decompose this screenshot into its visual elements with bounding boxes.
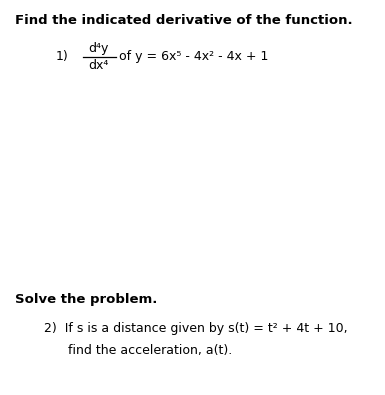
Text: dx⁴: dx⁴ [88, 60, 108, 72]
Text: 2)  If s is a distance given by s(t) = t² + 4t + 10,: 2) If s is a distance given by s(t) = t²… [44, 322, 348, 335]
Text: Solve the problem.: Solve the problem. [15, 293, 158, 306]
Text: d⁴y: d⁴y [88, 42, 108, 55]
Text: find the acceleration, a(t).: find the acceleration, a(t). [44, 344, 233, 357]
Text: of y = 6x⁵ - 4x² - 4x + 1: of y = 6x⁵ - 4x² - 4x + 1 [119, 51, 269, 63]
Text: Find the indicated derivative of the function.: Find the indicated derivative of the fun… [15, 14, 353, 27]
Text: 1): 1) [56, 51, 69, 63]
